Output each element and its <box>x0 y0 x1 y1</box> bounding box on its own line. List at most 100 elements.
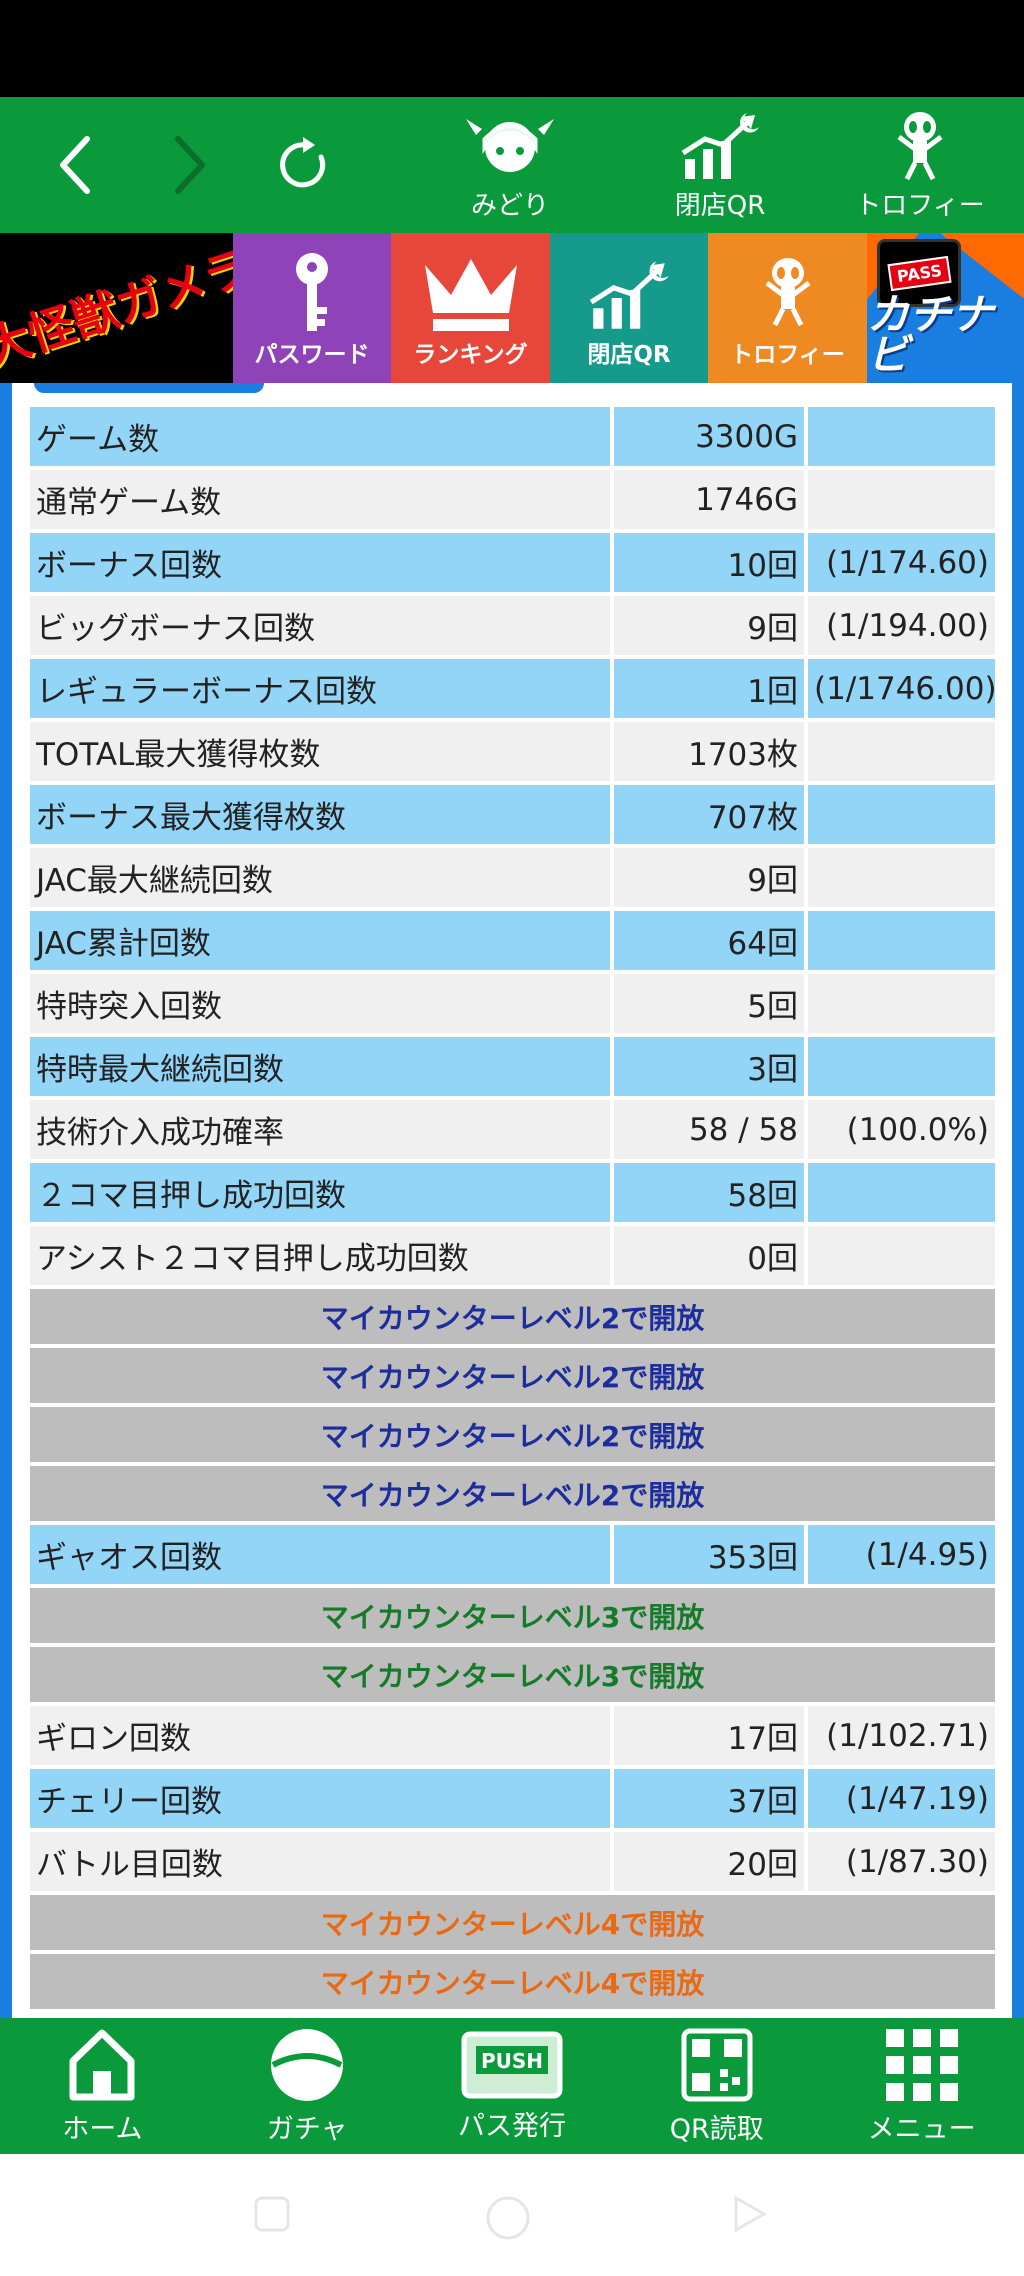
stat-ratio: (100.0%) <box>808 1100 995 1159</box>
game-logo[interactable]: 大怪獣ガメラ <box>0 233 233 383</box>
nav-trophy[interactable]: トロフィー <box>855 97 985 233</box>
stat-label: 特時最大継続回数 <box>30 1037 610 1096</box>
nav-midori[interactable]: みどり <box>450 97 570 233</box>
tile-password[interactable]: パスワード <box>233 233 391 383</box>
locked-row-level3: マイカウンターレベル3で開放 <box>30 1647 995 1702</box>
alien-trophy-icon <box>897 111 943 180</box>
nav-trophy-label: トロフィー <box>855 190 985 221</box>
locked-row-level2: マイカウンターレベル2で開放 <box>30 1348 995 1403</box>
bottom-nav-home[interactable]: ホーム <box>0 2018 205 2154</box>
locked-message: マイカウンターレベル3で開放 <box>30 1588 995 1643</box>
pass-badge-text: PASS <box>886 255 952 291</box>
locked-message: マイカウンターレベル2で開放 <box>30 1289 995 1344</box>
stat-value: 64回 <box>614 911 804 970</box>
stat-ratio: (1/194.00) <box>808 596 995 655</box>
locked-message: マイカウンターレベル4で開放 <box>30 1954 995 2009</box>
bottom-nav-home-label: ホーム <box>62 2113 143 2145</box>
character-icon <box>466 118 554 174</box>
crown-icon <box>424 259 517 331</box>
bottom-nav-menu[interactable]: メニュー <box>819 2018 1024 2154</box>
stat-row: ボーナス回数 10回 (1/174.60) <box>30 533 995 592</box>
key-icon <box>296 253 328 331</box>
bottom-nav-pass-issue-label: パス発行 <box>457 2110 566 2142</box>
stat-ratio <box>808 1163 995 1222</box>
reload-button[interactable] <box>270 97 340 233</box>
stat-value: 58 / 58 <box>614 1100 804 1159</box>
stat-value: 17回 <box>614 1706 804 1765</box>
locked-row-level4: マイカウンターレベル4で開放 <box>30 1895 995 1950</box>
reload-icon <box>280 137 326 188</box>
stat-value: 20回 <box>614 1832 804 1891</box>
stat-row: 通常ゲーム数 1746G <box>30 470 995 529</box>
stat-label: TOTAL最大獲得枚数 <box>30 722 610 781</box>
stat-value: 0回 <box>614 1226 804 1285</box>
tile-kachinavi[interactable]: PASS カチナビ <box>867 233 1024 383</box>
locked-message: マイカウンターレベル4で開放 <box>30 1895 995 1950</box>
locked-row-level4: マイカウンターレベル4で開放 <box>30 1954 995 2009</box>
chart-moon-icon <box>681 112 759 179</box>
stat-label: ボーナス最大獲得枚数 <box>30 785 610 844</box>
gacha-icon <box>271 2028 344 2101</box>
stat-label: バトル目回数 <box>30 1832 610 1891</box>
locked-row-level2: マイカウンターレベル2で開放 <box>30 1289 995 1344</box>
panel-header-strip <box>12 383 1012 405</box>
bottom-nav-gacha-label: ガチャ <box>266 2113 348 2145</box>
forward-button[interactable] <box>155 97 225 233</box>
bottom-nav-pass-issue[interactable]: PUSH パス発行 <box>410 2018 615 2154</box>
stat-row: ボーナス最大獲得枚数 707枚 <box>30 785 995 844</box>
stat-row: 特時最大継続回数 3回 <box>30 1037 995 1096</box>
stat-row: ２コマ目押し成功回数 58回 <box>30 1163 995 1222</box>
tile-password-label: パスワード <box>254 342 370 368</box>
stat-value: 3回 <box>614 1037 804 1096</box>
locked-message: マイカウンターレベル2で開放 <box>30 1466 995 1521</box>
tile-ranking-label: ランキング <box>413 342 528 368</box>
alien-trophy-icon <box>765 258 810 327</box>
stat-ratio <box>808 407 995 466</box>
chevron-right-icon <box>175 136 205 194</box>
tile-ranking[interactable]: ランキング <box>391 233 550 383</box>
stat-ratio: (1/1746.00) <box>808 659 995 718</box>
stat-ratio <box>808 470 995 529</box>
nav-closing-qr-label: 閉店QR <box>674 190 766 221</box>
stat-label: ギロン回数 <box>30 1706 610 1765</box>
stat-label: ビッグボーナス回数 <box>30 596 610 655</box>
bottom-nav-qr-read[interactable]: QR読取 <box>614 2018 819 2154</box>
panel-left-border <box>0 383 12 2018</box>
stat-ratio: (1/102.71) <box>808 1706 995 1765</box>
tile-trophy[interactable]: トロフィー <box>708 233 867 383</box>
stat-label: ２コマ目押し成功回数 <box>30 1163 610 1222</box>
stat-label: ボーナス回数 <box>30 533 610 592</box>
stat-value: 58回 <box>614 1163 804 1222</box>
stat-ratio: (1/87.30) <box>808 1832 995 1891</box>
grid-menu-icon <box>885 2028 958 2101</box>
stat-row: ギロン回数 17回 (1/102.71) <box>30 1706 995 1765</box>
recent-apps-icon[interactable] <box>252 2194 292 2234</box>
back-button[interactable] <box>40 97 110 233</box>
stats-table: ゲーム数 3300G 通常ゲーム数 1746G ボーナス回数 10回 (1/174.60… <box>26 403 999 2013</box>
bottom-nav-gacha[interactable]: ガチャ <box>205 2018 410 2154</box>
kachinavi-logo-text: カチナビ <box>867 290 994 379</box>
locked-row-level2: マイカウンターレベル2で開放 <box>30 1466 995 1521</box>
stat-row: ギャオス回数 353回 (1/4.95) <box>30 1525 995 1584</box>
home-icon <box>69 2029 135 2100</box>
chart-moon-icon <box>589 261 669 329</box>
push-icon: PUSH <box>461 2031 563 2098</box>
bottom-nav-menu-label: メニュー <box>867 2113 976 2145</box>
stat-label: ゲーム数 <box>30 407 610 466</box>
tile-closing-qr[interactable]: 閉店QR <box>550 233 708 383</box>
home-circle-icon[interactable] <box>484 2194 532 2242</box>
stat-value: 1回 <box>614 659 804 718</box>
stat-row: JAC累計回数 64回 <box>30 911 995 970</box>
stat-ratio: (1/47.19) <box>808 1769 995 1828</box>
stat-value: 353回 <box>614 1525 804 1584</box>
stat-row: チェリー回数 37回 (1/47.19) <box>30 1769 995 1828</box>
stat-row: TOTAL最大獲得枚数 1703枚 <box>30 722 995 781</box>
back-triangle-icon[interactable] <box>730 2194 770 2234</box>
stat-ratio: (1/174.60) <box>808 533 995 592</box>
stat-label: 通常ゲーム数 <box>30 470 610 529</box>
locked-row-level2: マイカウンターレベル2で開放 <box>30 1407 995 1462</box>
stat-row: バトル目回数 20回 (1/87.30) <box>30 1832 995 1891</box>
locked-row-level3: マイカウンターレベル3で開放 <box>30 1588 995 1643</box>
nav-closing-qr[interactable]: 閉店QR <box>660 97 780 233</box>
stat-label: チェリー回数 <box>30 1769 610 1828</box>
